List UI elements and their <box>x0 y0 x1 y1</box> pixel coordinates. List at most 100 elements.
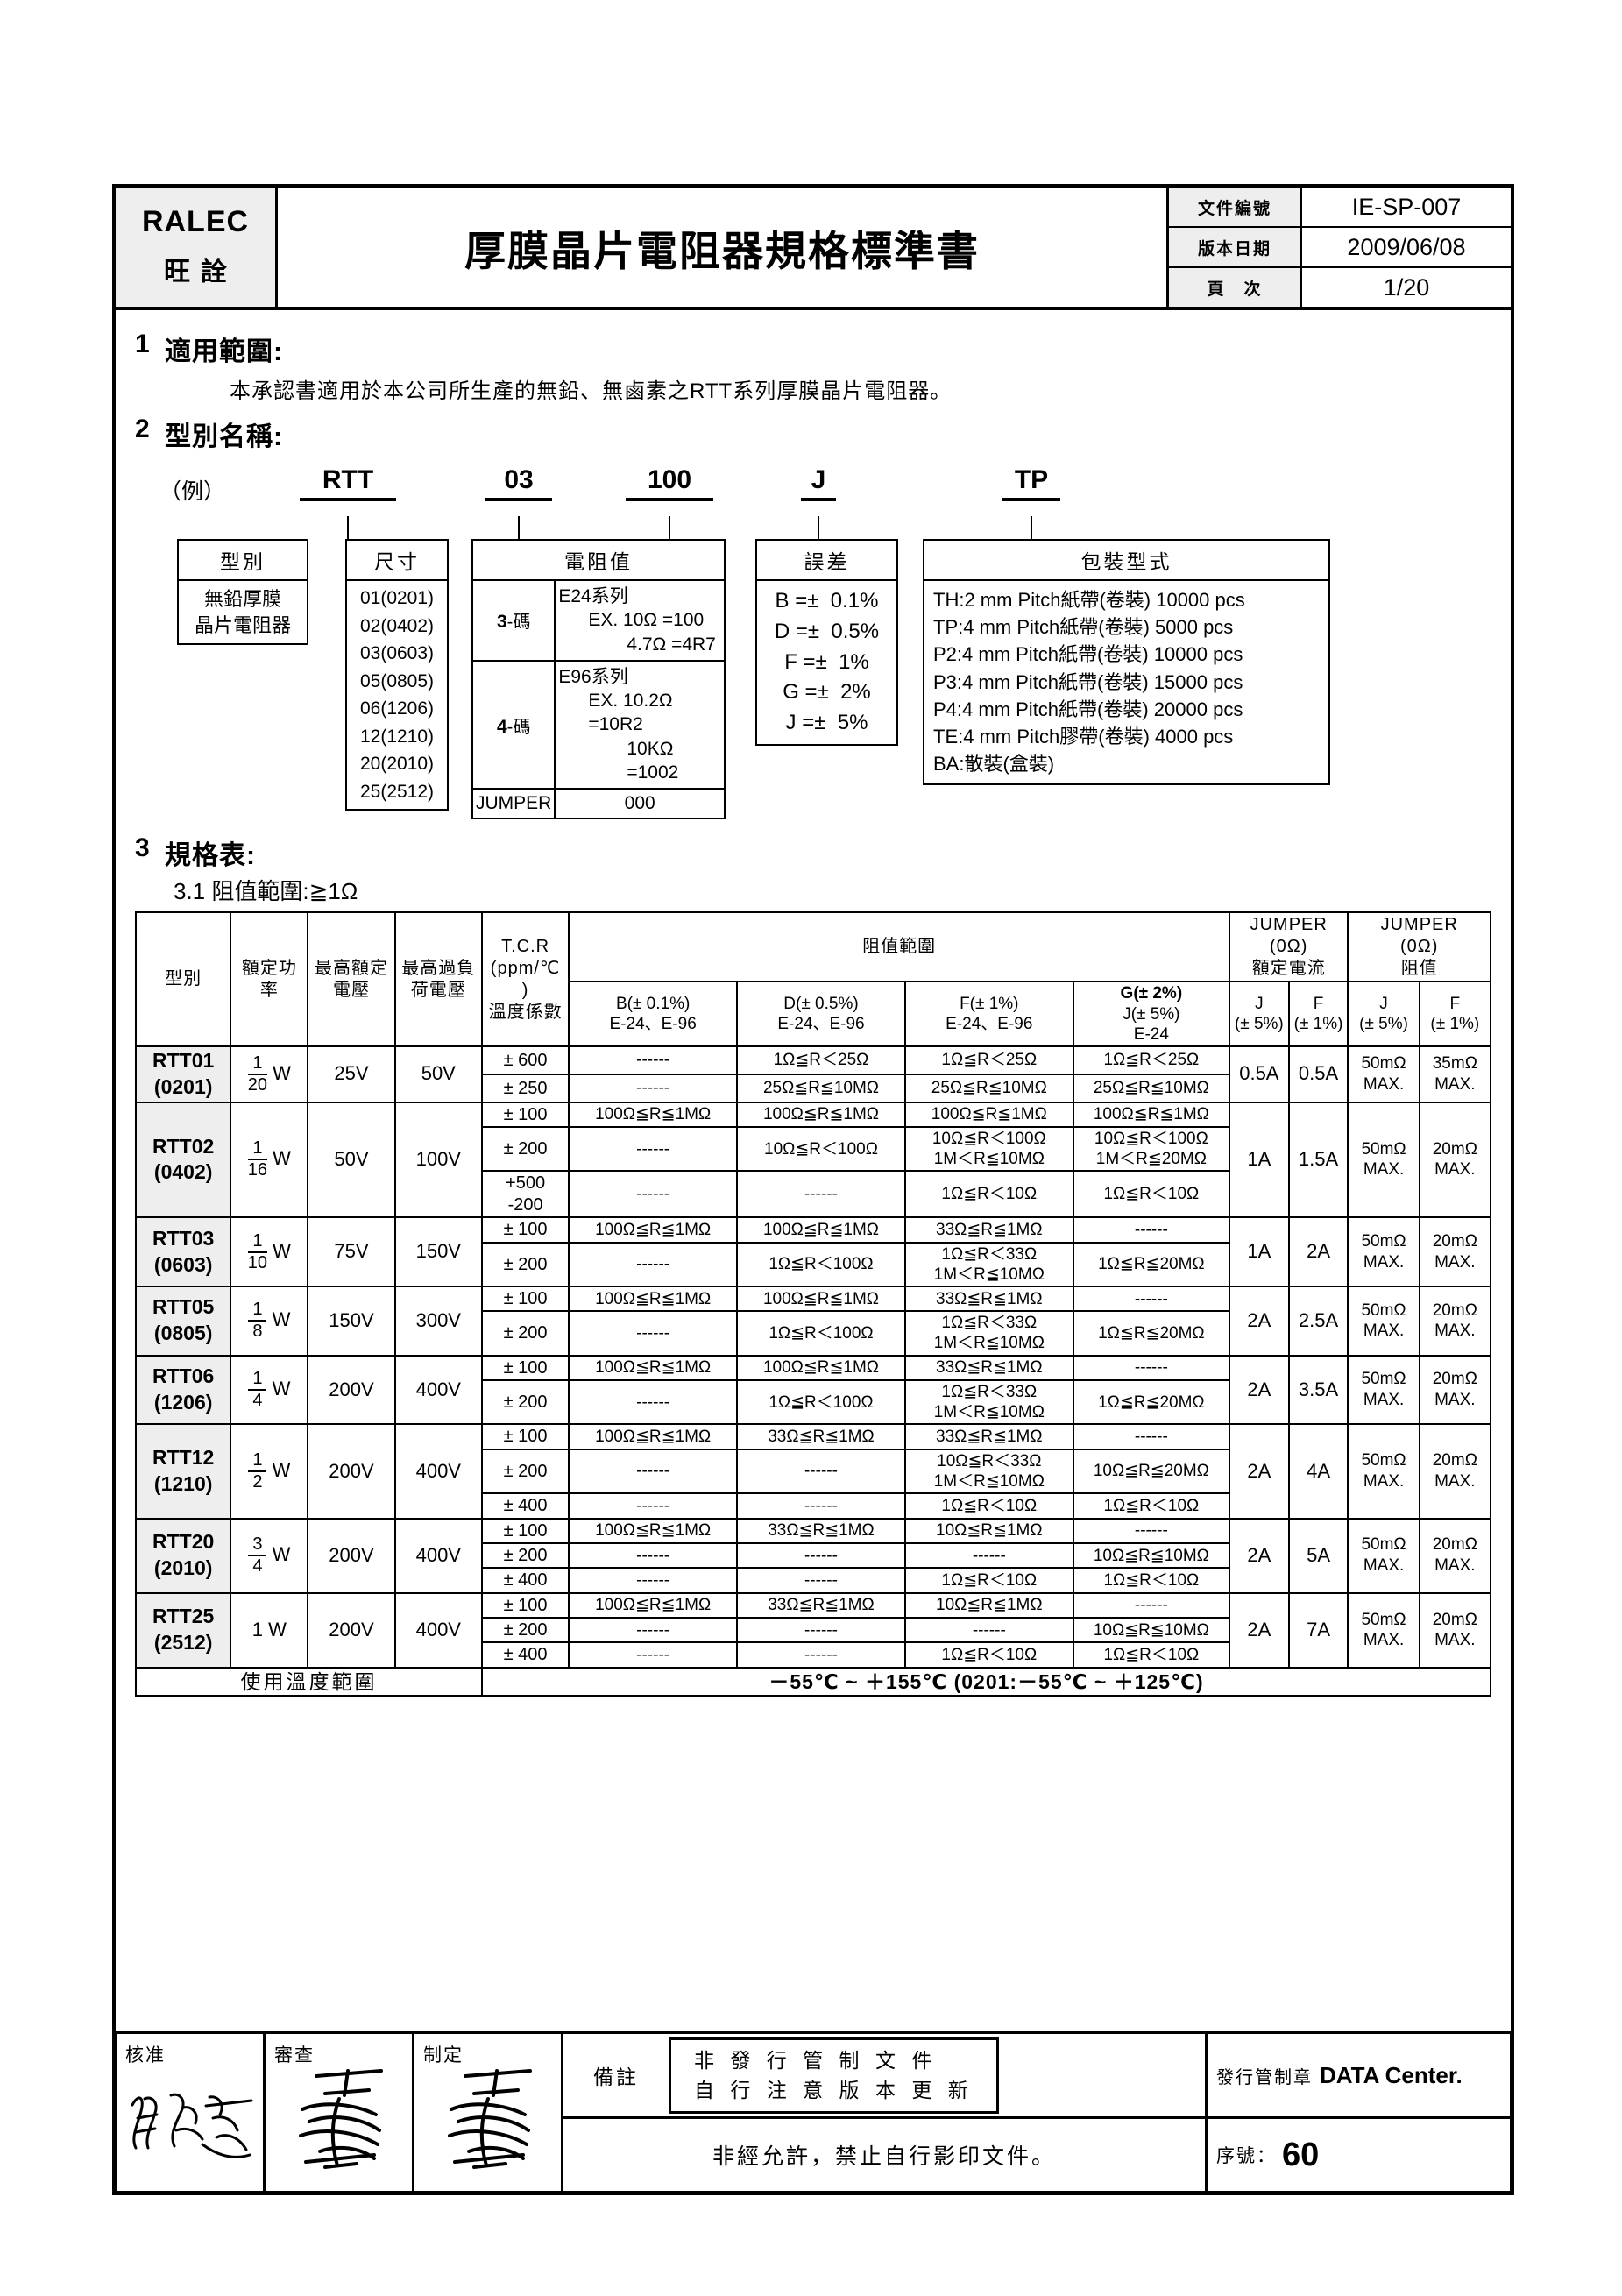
section-1-title: 適用範圍: <box>165 337 283 366</box>
cell-range-g: 10Ω≦R≦10MΩ <box>1072 1617 1231 1644</box>
cell-tcr: ± 100 <box>480 1216 570 1244</box>
review-block: 審查 <box>266 2034 414 2191</box>
resistance-code-4digit: 4-碼 <box>473 659 556 790</box>
cell-range-g: ------ <box>1072 1517 1231 1544</box>
cell-range-d: 100Ω≦R≦1MΩ <box>736 1216 906 1244</box>
cell-range-f: 1Ω≦R＜25Ω <box>903 1045 1074 1075</box>
model-name: RTT03 <box>152 1226 215 1250</box>
cell-tcr: ± 100 <box>480 1285 570 1313</box>
cell-model: RTT03 (0603) <box>134 1216 232 1287</box>
jc-f-tol: (± 1%) <box>1293 1015 1343 1034</box>
tolerance-item: F =± 1% <box>784 649 869 674</box>
part-token-package: TP <box>1002 465 1060 501</box>
cell-power: 1 W <box>230 1591 309 1669</box>
cell-range-f: 10Ω≦R≦1MΩ <box>903 1591 1074 1619</box>
cell-line: ------ <box>1134 1358 1168 1378</box>
cell-rated-voltage: 200V <box>307 1517 396 1594</box>
table-row: ± 200 ------ 1Ω≦R＜100Ω 1Ω≦R＜33Ω 1M＜R≦10MΩ 1Ω≦… <box>136 1379 1491 1426</box>
cell-line: ------ <box>1134 1521 1168 1541</box>
cell-tcr: ± 250 <box>480 1073 570 1103</box>
power-fraction: 1 16 <box>247 1138 268 1180</box>
cell-line: 100Ω≦R≦1MΩ <box>595 1289 712 1308</box>
cell-range-d: ------ <box>736 1641 906 1669</box>
cell-range-b: ------ <box>568 1541 739 1570</box>
col-model: 型別 <box>134 911 232 1047</box>
cell-line: 1Ω≦R＜25Ω <box>773 1051 869 1070</box>
cell-line: 33Ω≦R≦1MΩ <box>936 1289 1043 1308</box>
cell-jumper-res-j: 50mΩ MAX. <box>1347 1423 1420 1520</box>
cell-jumper-current-j: 2A <box>1229 1517 1290 1594</box>
jumper-code: 000 <box>555 788 724 818</box>
power-fraction: 1 10 <box>247 1230 268 1272</box>
cell-line: 1Ω≦R＜10Ω <box>1103 1496 1200 1515</box>
cell-line: 10Ω≦R＜33Ω <box>937 1451 1042 1470</box>
cell-rated-voltage: 150V <box>307 1285 396 1357</box>
cell-jumper-res-j: 50mΩ MAX. <box>1347 1517 1420 1594</box>
section-3-number: 3 <box>135 833 150 863</box>
cell-range-g: 10Ω≦R≦10MΩ <box>1072 1541 1231 1570</box>
cell-range-f: 33Ω≦R≦1MΩ <box>903 1354 1074 1382</box>
cell-line: 25Ω≦R≦10MΩ <box>762 1079 880 1098</box>
table-row: +500 -200 ------ ------ 1Ω≦R＜10Ω 1Ω≦R＜10Ω <box>136 1170 1491 1219</box>
cell-line: ------ <box>804 1496 838 1515</box>
cell-line: ------ <box>636 1255 670 1274</box>
cell-line: ------ <box>972 1620 1006 1640</box>
cell-line: ------ <box>636 1462 670 1481</box>
cell-line: ------ <box>804 1646 838 1665</box>
cell-line: ------ <box>636 1051 670 1070</box>
cell-jumper-res-f: 20mΩ MAX. <box>1418 1517 1492 1594</box>
table-foot: 使用溫度範圍 －55℃ ~ ＋155℃ (0201:－55℃ ~ ＋125℃) <box>135 1666 1492 1697</box>
cell-line: +500 <box>506 1173 546 1194</box>
cell-range-g: 1Ω≦R＜10Ω <box>1072 1170 1231 1219</box>
code-digits: 4 <box>496 716 507 737</box>
cell-line: ------ <box>636 1496 670 1515</box>
cell-line: 100Ω≦R≦1MΩ <box>595 1105 712 1124</box>
series-example-e96-2: 10KΩ =1002 <box>627 738 679 783</box>
temperature-range-label: 使用溫度範圍 <box>135 1666 483 1697</box>
cell-line: ------ <box>636 1646 670 1665</box>
cell-line: 100Ω≦R≦1MΩ <box>931 1105 1047 1124</box>
cell-jumper-res-j: 50mΩ MAX. <box>1347 1591 1420 1669</box>
prepare-block: 制定 <box>414 2034 563 2191</box>
part-token-tolerance: J <box>801 465 836 501</box>
cell-jumper-res-f: 20mΩ MAX. <box>1418 1591 1492 1669</box>
cell-line: 1Ω≦R＜100Ω <box>769 1323 874 1343</box>
col-jumper-res-f: F (± 1%) <box>1418 981 1492 1047</box>
cell-line: 1Ω≦R≦20MΩ <box>1098 1255 1205 1274</box>
cell-line: 1Ω≦R＜33Ω <box>941 1383 1038 1402</box>
col-tol-d: D(± 0.5%) E-24、E-96 <box>736 981 906 1047</box>
copy-notice: 非經允許，禁止自行影印文件。 <box>712 2144 1056 2170</box>
tol-b-label: B(± 0.1%) <box>615 994 691 1013</box>
part-number-example: （例） RTT 03 100 J TP <box>135 462 1491 516</box>
tol-d-series: E-24、E-96 <box>777 1015 865 1034</box>
cell-range-d: 100Ω≦R≦1MΩ <box>736 1354 906 1382</box>
model-size: (2010) <box>153 1556 213 1580</box>
cell-line: ------ <box>804 1185 838 1204</box>
remark-label: 備註 <box>593 2066 639 2089</box>
legend-box-size: 尺寸 01(0201) 02(0402) 03(0603) 05(0805) 0… <box>345 539 449 811</box>
cell-line: 10Ω≦R≦20MΩ <box>1093 1462 1209 1481</box>
spec-sheet: RALEC 旺詮 厚膜晶片電阻器規格標準書 文件編號 IE-SP-007 版本日… <box>112 184 1514 2195</box>
cell-range-d: 1Ω≦R＜100Ω <box>736 1379 906 1426</box>
cell-jumper-current-f: 1.5A <box>1287 1101 1349 1219</box>
cell-overload-voltage: 400V <box>393 1423 483 1520</box>
cell-tcr: ± 200 <box>480 1617 570 1644</box>
section-2-title: 型別名稱: <box>165 422 283 451</box>
cell-line: 10Ω≦R＜100Ω <box>764 1139 878 1159</box>
cell-line: 1Ω≦R＜100Ω <box>769 1255 874 1274</box>
cell-line: 1Ω≦R＜10Ω <box>1103 1646 1200 1665</box>
package-item: BA:散裝(盒裝) <box>933 753 1055 776</box>
resistance-detail-e24: E24系列 EX. 10Ω =100 4.7Ω =4R7 <box>555 581 724 661</box>
cell-range-f: 33Ω≦R≦1MΩ <box>903 1423 1074 1450</box>
section-1-heading: 1 適用範圍: <box>135 330 1491 368</box>
cell-range-f: 33Ω≦R≦1MΩ <box>903 1285 1074 1313</box>
part-token-size: 03 <box>485 465 552 501</box>
cell-line: ------ <box>636 1079 670 1098</box>
cell-line: ± 100 <box>503 1288 548 1308</box>
code-digits: 3 <box>496 612 507 633</box>
cell-line: 100Ω≦R≦1MΩ <box>1093 1105 1209 1124</box>
cell-line: ------ <box>636 1620 670 1640</box>
tcr-label: T.C.R <box>501 936 550 956</box>
